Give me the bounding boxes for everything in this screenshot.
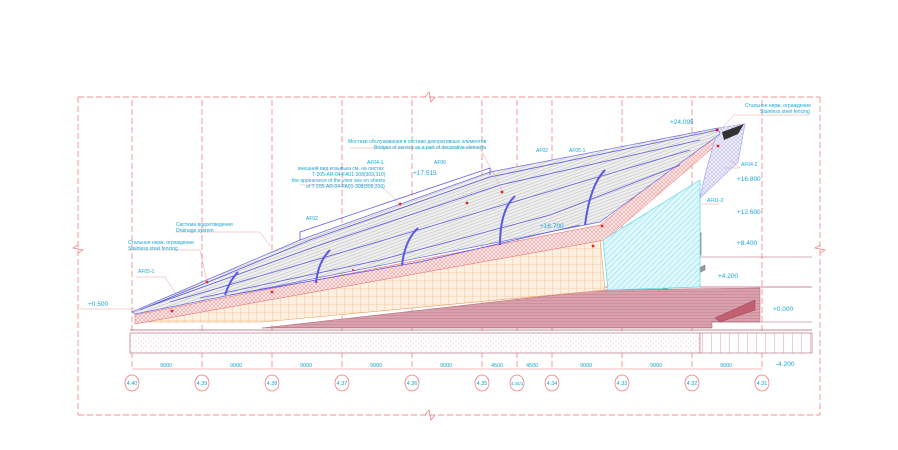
elev-0000: +0.000 bbox=[773, 306, 793, 313]
dimension-chain: 9000 9000 9000 9000 9000 4500 4500 9000 … bbox=[132, 363, 762, 370]
elev-17515: +17.515 bbox=[413, 170, 437, 177]
tag-af01-2: AF01-2 bbox=[707, 198, 724, 204]
dim-1: 9000 bbox=[160, 363, 172, 369]
note-drainage-en: Drainage system bbox=[176, 228, 214, 234]
note-fence-right-en: Stainless steel fencing bbox=[760, 109, 810, 115]
roof-structure bbox=[139, 129, 719, 311]
glazed-facade bbox=[602, 179, 701, 291]
axis-label: 4.38 bbox=[267, 381, 278, 387]
dim-10: 9000 bbox=[720, 363, 732, 369]
drawing-frame bbox=[72, 91, 826, 421]
axis-bubbles bbox=[124, 374, 770, 392]
tag-af02-left: AF02 bbox=[306, 216, 318, 222]
note-visor-en-2: of T-205-AR-04-FA01-308(309,310) bbox=[306, 184, 385, 190]
note-service-bridges-en: Bridges of service as a part of decorati… bbox=[374, 145, 487, 151]
break-mark-icon bbox=[424, 91, 436, 103]
dim-3: 9000 bbox=[300, 363, 312, 369]
dim-6: 4500 bbox=[491, 363, 503, 369]
foundation-grid bbox=[699, 332, 813, 354]
steel-fencing-tip bbox=[722, 124, 744, 140]
dim-9: 9000 bbox=[650, 363, 662, 369]
elevation-marks: +24.095 +17.515 +16.800 +16.700 +12.600 … bbox=[88, 119, 795, 368]
leader-lines bbox=[80, 114, 810, 310]
note-fence-left-ru: Стальное нерж. ограждение bbox=[128, 240, 194, 246]
elev-12600: +12.600 bbox=[737, 209, 761, 216]
axis-label: 4.36 bbox=[407, 381, 418, 387]
axis-label: 4.37 bbox=[337, 381, 348, 387]
foundation-slab bbox=[129, 332, 701, 354]
dim-2: 9000 bbox=[230, 363, 242, 369]
tag-af05-1-left: AF05-1 bbox=[138, 269, 155, 275]
tag-af02-right: AF02 bbox=[536, 148, 548, 154]
elev-24095: +24.095 bbox=[670, 119, 694, 126]
note-fence-left-en: Stainless steel fencing bbox=[128, 246, 178, 252]
axis-label: 4.31 bbox=[757, 381, 768, 387]
elev-0500: +0.500 bbox=[88, 301, 108, 308]
tag-af05-1-right: AF05-1 bbox=[569, 148, 586, 154]
axis-label: 4.40 bbox=[127, 381, 138, 387]
dim-4: 9000 bbox=[370, 363, 382, 369]
note-visor-ru-1: внешний вид козырька см. на листах bbox=[298, 165, 384, 172]
note-service-bridges-ru: Мостики обслуживания в составе декоратив… bbox=[348, 139, 487, 145]
note-visor-ru-2: T-205-AR-04-FA01-308(309,310) bbox=[312, 172, 386, 178]
elev-8400: +8.400 bbox=[737, 240, 757, 247]
note-fence-right-ru: Стальное нерж. ограждение bbox=[745, 103, 811, 109]
axis-label: 4.32 bbox=[687, 381, 698, 387]
elev-16800: +16.800 bbox=[737, 176, 761, 183]
note-drainage-ru: Система водоотведения bbox=[176, 222, 233, 228]
visor-tag: AF04-1 bbox=[367, 160, 384, 166]
tag-af04-2: AF04-2 bbox=[741, 162, 758, 168]
axis-label: 4.39 bbox=[197, 381, 208, 387]
dim-8: 9000 bbox=[580, 363, 592, 369]
axis-label: 4.34 bbox=[547, 381, 558, 387]
axis-label: 4.33 bbox=[617, 381, 628, 387]
elev-16700: +16.700 bbox=[540, 223, 564, 230]
elev-minus-4200: -4.200 bbox=[776, 361, 795, 368]
dim-7: 4500 bbox=[526, 363, 538, 369]
elev-4200: +4.200 bbox=[718, 273, 738, 280]
dim-5: 9000 bbox=[440, 363, 452, 369]
axis-label: 4.35 bbox=[477, 381, 488, 387]
tag-af06: AF06 bbox=[434, 160, 446, 166]
axis-label: 4.34/1 bbox=[511, 381, 524, 386]
stair-railing bbox=[714, 299, 756, 323]
note-visor-en-1: the appearance of the visor see on sheet… bbox=[292, 178, 386, 184]
cantilever-visor bbox=[699, 123, 746, 199]
roof-surface bbox=[131, 127, 721, 315]
